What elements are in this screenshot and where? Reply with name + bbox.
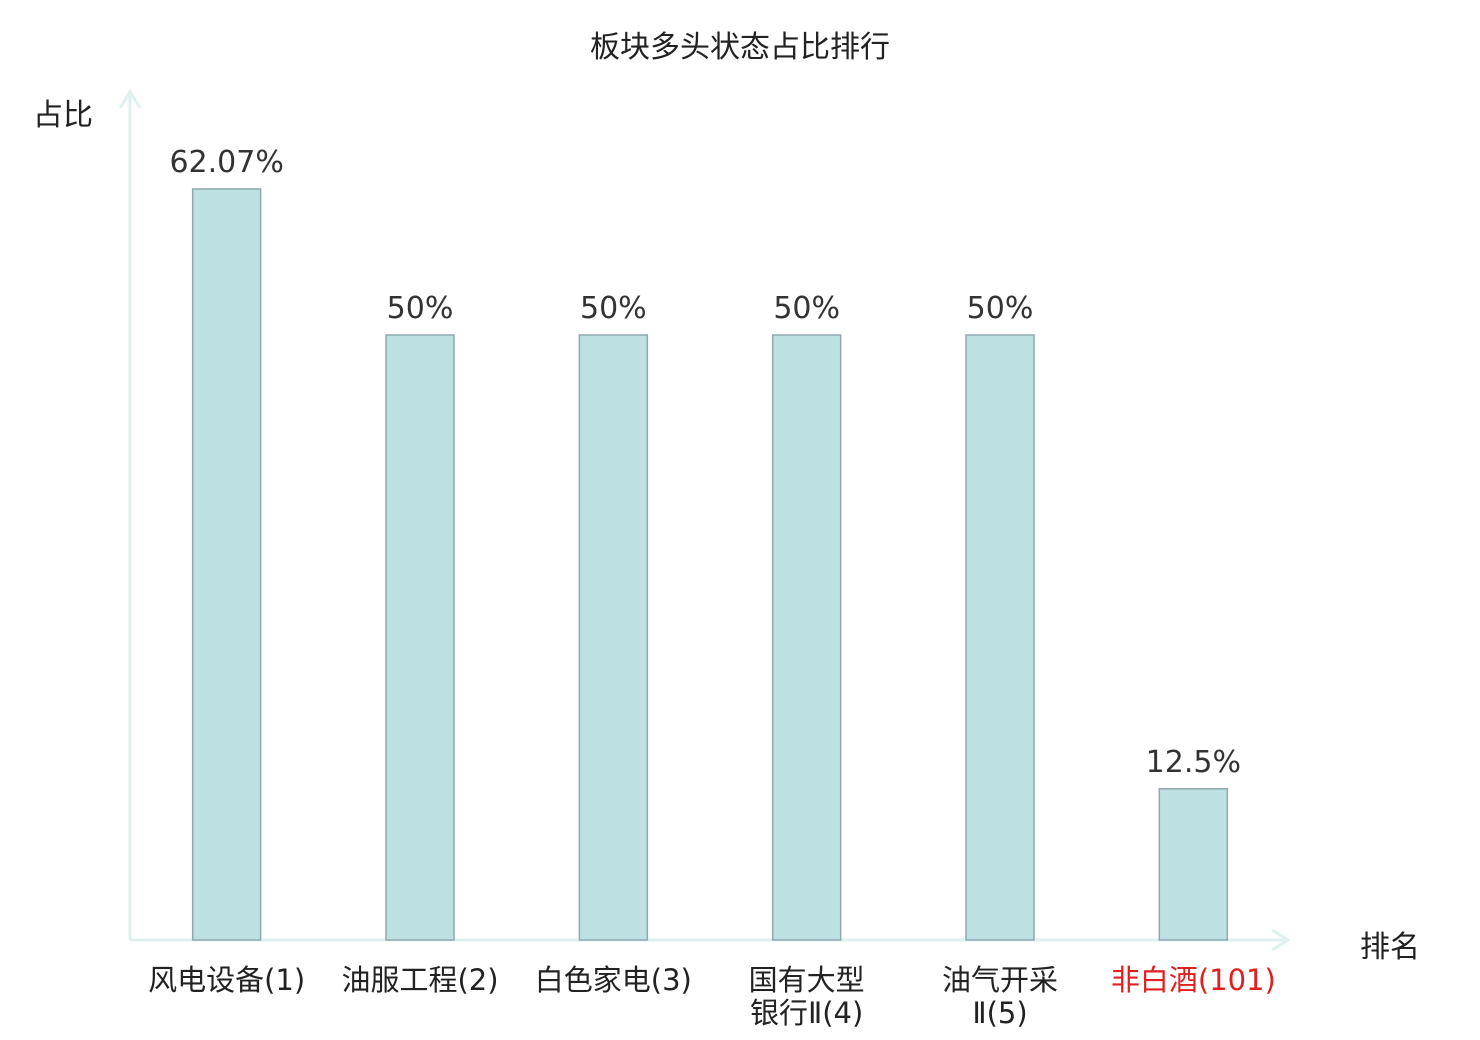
x-axis-arrow [1271,928,1291,952]
category-label: 风电设备(1) [148,963,306,997]
bar [1158,788,1229,941]
category-label: 油服工程(2) [341,963,499,997]
data-label: 50% [386,291,454,326]
data-label: 12.5% [1145,744,1241,780]
category-label: 非白酒(101) [1110,963,1276,997]
bar [771,334,842,941]
bar [385,334,455,941]
chart-title: 板块多头状态占比排行 [590,30,890,65]
data-label: 62.07% [169,144,284,180]
bar [965,334,1035,941]
data-label: 50% [966,291,1034,326]
data-label: 50% [579,291,647,326]
category-label: 白色家电(3) [534,963,692,997]
bar [578,334,649,941]
y-axis-arrow [118,89,142,109]
data-label: 50% [773,291,840,326]
bars-group [191,188,1229,941]
x-axis-label: 排名 [1360,930,1420,965]
category-label: 国有大型 银行Ⅱ(4) [748,963,865,1030]
bar [191,188,262,941]
y-axis-label: 占比 [33,98,93,133]
category-label: 油气开采 Ⅱ(5) [941,963,1058,1030]
